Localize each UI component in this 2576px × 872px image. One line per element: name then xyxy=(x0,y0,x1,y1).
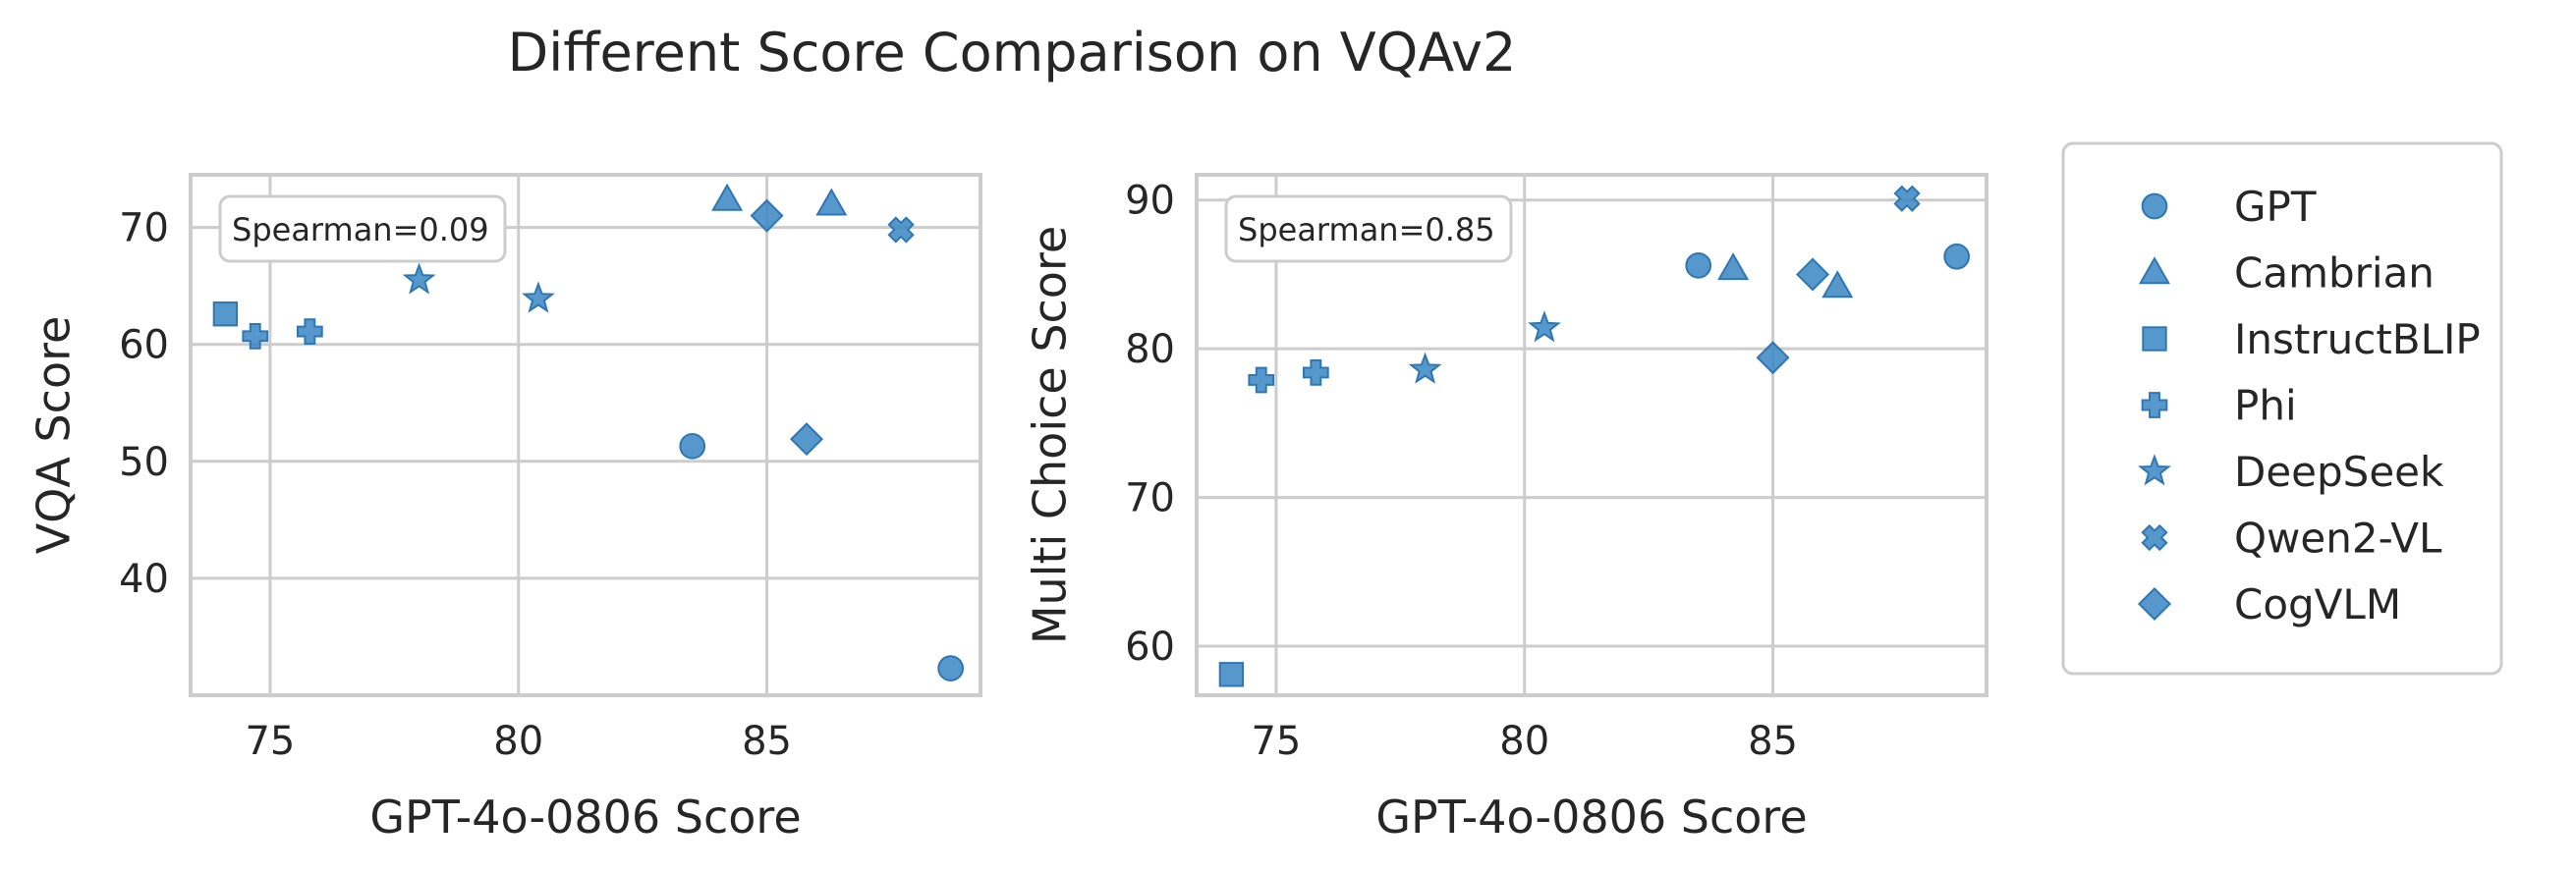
legend-entry: Cambrian xyxy=(2138,249,2435,298)
legend-label: Qwen2-VL xyxy=(2234,515,2442,563)
y-tick-label: 90 xyxy=(1125,179,1175,224)
y-axis-label: VQA Score xyxy=(28,316,81,555)
legend-entry: Phi xyxy=(2141,382,2297,430)
spearman-annotation: Spearman=0.09 xyxy=(218,194,507,263)
point-gpt xyxy=(1943,243,1971,270)
y-axis-label: Multi Choice Score xyxy=(1024,226,1077,644)
point-cogvlm xyxy=(790,422,824,457)
legend-marker-x xyxy=(2141,523,2168,552)
x-tick-label: 75 xyxy=(1251,719,1301,764)
point-cambrian xyxy=(711,183,744,211)
point-qwen2-vl xyxy=(887,216,915,244)
point-gpt xyxy=(937,655,965,681)
y-tick-label: 70 xyxy=(119,206,169,251)
annotation-text: Spearman=0.85 xyxy=(1238,211,1495,248)
legend-entry: Qwen2-VL xyxy=(2141,515,2442,563)
legend-marker-plus xyxy=(2141,392,2168,418)
legend: GPT Cambrian InstructBLIP Phi DeepSeek Qwen2-… xyxy=(2061,141,2503,676)
panel-multi-choice: 75 80 85 60 70 80 90 GPT-4o-0806 Score Multi Cho… xyxy=(1024,173,1988,844)
legend-marker-circle xyxy=(2141,192,2168,220)
annotation-text: Spearman=0.09 xyxy=(232,211,489,248)
x-tick-label: 75 xyxy=(245,719,295,764)
legend-frame xyxy=(2061,141,2503,676)
point-gpt xyxy=(1685,252,1712,279)
spearman-annotation: Spearman=0.85 xyxy=(1224,194,1513,263)
point-cambrian xyxy=(1717,252,1750,281)
panel-vqa: 75 80 85 40 50 60 70 GPT-4o-0806 Score VQA Score… xyxy=(28,173,982,844)
legend-label: CogVLM xyxy=(2234,580,2401,628)
point-phi xyxy=(1248,366,1275,394)
point-deepseek xyxy=(1528,310,1561,343)
legend-marker-square xyxy=(2142,326,2167,352)
y-tick-label: 80 xyxy=(1125,327,1175,372)
y-tick-label: 60 xyxy=(119,323,169,368)
x-tick-label: 80 xyxy=(493,719,543,764)
point-instructblip xyxy=(1218,662,1245,687)
point-cogvlm xyxy=(1756,341,1790,375)
y-tick-label: 40 xyxy=(119,557,169,602)
point-deepseek xyxy=(402,262,436,295)
legend-entry: GPT xyxy=(2141,183,2317,231)
legend-label: Cambrian xyxy=(2234,249,2435,298)
legend-marker-triangle xyxy=(2138,256,2171,285)
legend-entry: InstructBLIP xyxy=(2142,315,2481,363)
x-tick-label: 85 xyxy=(1748,719,1798,764)
legend-label: Phi xyxy=(2234,382,2297,430)
legend-marker-star xyxy=(2138,454,2171,486)
point-qwen2-vl xyxy=(1893,185,1921,212)
point-gpt xyxy=(679,432,706,460)
legend-marker-diamond xyxy=(2137,586,2172,622)
y-tick-label: 70 xyxy=(1125,476,1175,521)
point-instructblip xyxy=(212,301,239,327)
x-tick-label: 85 xyxy=(742,719,792,764)
point-cogvlm xyxy=(1796,257,1830,292)
point-deepseek xyxy=(1408,352,1442,384)
annotation-box xyxy=(1224,194,1513,263)
legend-entry: CogVLM xyxy=(2137,580,2401,628)
x-axis-label: GPT-4o-0806 Score xyxy=(369,790,801,844)
point-phi xyxy=(242,323,269,350)
axes-frame xyxy=(1195,173,1988,697)
axes-frame xyxy=(189,173,982,697)
legend-label: GPT xyxy=(2234,183,2317,231)
point-deepseek xyxy=(522,281,555,313)
point-cogvlm xyxy=(750,198,784,233)
point-phi xyxy=(1303,359,1329,386)
point-cambrian xyxy=(815,188,848,216)
x-tick-label: 80 xyxy=(1499,719,1549,764)
y-tick-label: 50 xyxy=(119,440,169,485)
annotation-box xyxy=(218,194,507,263)
legend-items: GPT Cambrian InstructBLIP Phi DeepSeek Qwen2-… xyxy=(2137,183,2481,628)
point-phi xyxy=(297,318,323,345)
legend-entry: DeepSeek xyxy=(2138,448,2444,496)
figure-title: Different Score Comparison on VQAv2 xyxy=(508,22,1517,83)
legend-label: DeepSeek xyxy=(2234,448,2444,496)
point-cambrian xyxy=(1821,270,1854,299)
legend-label: InstructBLIP xyxy=(2234,315,2481,363)
x-axis-label: GPT-4o-0806 Score xyxy=(1375,790,1807,844)
y-tick-label: 60 xyxy=(1125,625,1175,670)
